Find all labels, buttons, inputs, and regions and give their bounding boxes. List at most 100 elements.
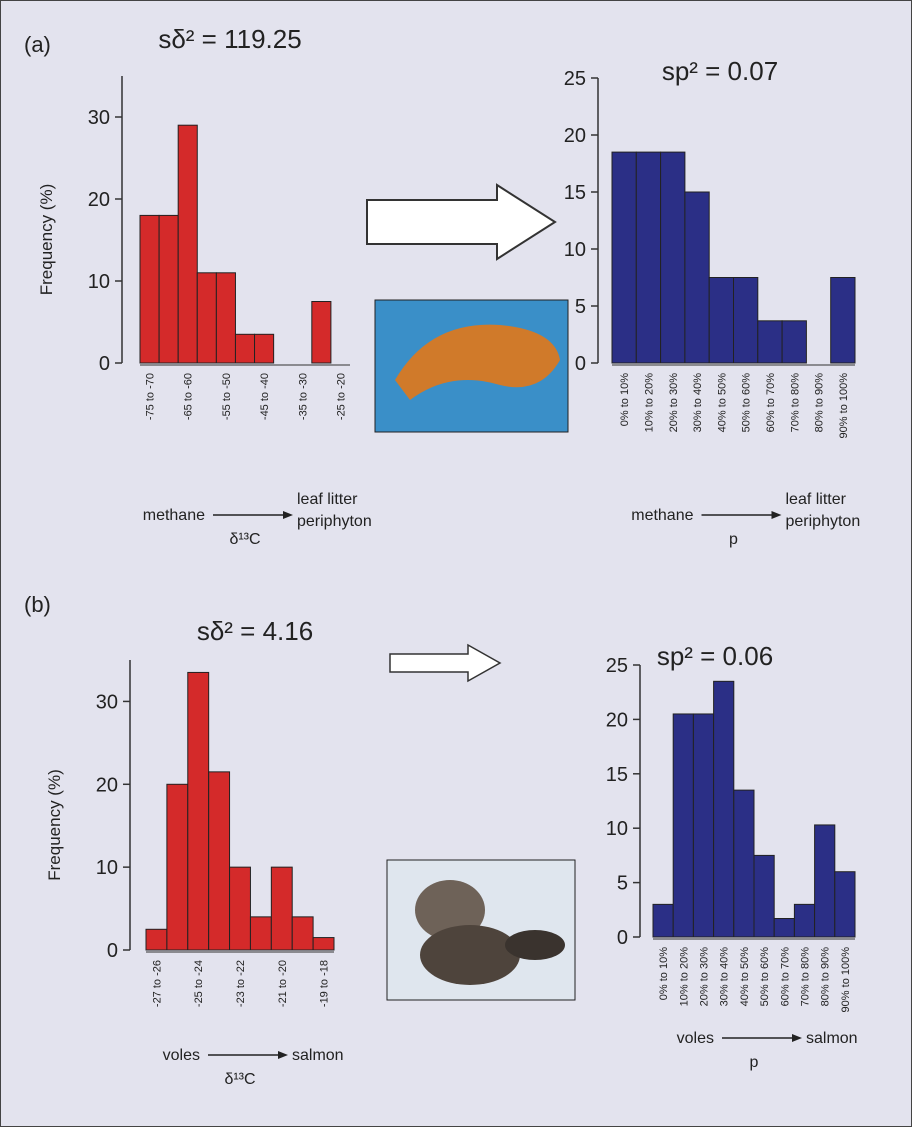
y-tick-label: 25 [606, 655, 628, 677]
x-tick-label: 30% to 40% [692, 373, 704, 433]
bar [234, 333, 256, 364]
chart-title: sp² = 0.07 [662, 56, 778, 86]
bar [684, 191, 710, 364]
x-tick-label: 10% to 20% [678, 947, 690, 1007]
chart-title: sδ² = 4.16 [197, 616, 313, 646]
y-tick-label: 15 [606, 764, 628, 786]
bar [834, 871, 856, 938]
y-tick-label: 10 [606, 818, 628, 840]
x-tick-label: -27 to -26 [151, 960, 163, 1007]
annotation-arrowhead [278, 1051, 288, 1059]
x-tick-label: -19 to -18 [319, 960, 331, 1007]
chart: sδ² = 119.25 Frequency (%) 0 10 20 30 -75 to -… [37, 24, 372, 548]
annotation-arrowhead [283, 511, 293, 519]
bar [177, 124, 198, 364]
annotation-from: voles [163, 1047, 200, 1064]
y-tick-label: 15 [564, 182, 586, 204]
annotation-arrowhead [771, 511, 782, 519]
x-tick-label: 10% to 20% [643, 373, 655, 433]
bar [145, 928, 168, 951]
y-tick-label: 0 [575, 353, 586, 375]
annotation-variable: p [750, 1054, 759, 1071]
y-tick-label: 25 [564, 68, 586, 90]
x-tick-label: 80% to 90% [820, 947, 832, 1007]
annotation-variable: p [729, 531, 738, 548]
arrow [389, 643, 502, 683]
bar [158, 214, 179, 364]
bar [187, 671, 210, 951]
y-tick-label: 30 [88, 107, 110, 129]
bar [773, 918, 795, 938]
bar [635, 151, 662, 364]
y-tick-label: 20 [96, 774, 118, 796]
x-tick-label: -45 to -40 [259, 373, 271, 420]
bar [793, 903, 816, 938]
y-tick-label: 20 [606, 709, 628, 731]
bar [291, 916, 314, 951]
x-tick-label: 60% to 70% [779, 947, 791, 1007]
bar [733, 277, 759, 364]
y-tick-label: 10 [96, 857, 118, 879]
annotation-from: methane [631, 507, 693, 524]
chart-title: sp² = 0.06 [657, 641, 773, 671]
x-tick-label: 80% to 90% [814, 373, 826, 433]
x-tick-label: -65 to -60 [183, 373, 195, 420]
bar [753, 854, 775, 938]
bar [254, 333, 275, 364]
x-tick-label: 50% to 60% [759, 947, 771, 1007]
photo-marten [386, 859, 576, 1001]
x-tick-label: 70% to 80% [800, 947, 812, 1007]
annotation-variable: δ¹³C [229, 531, 260, 548]
annotation-to: leaf litter [297, 491, 358, 508]
bar [708, 277, 735, 364]
y-tick-label: 0 [107, 940, 118, 962]
x-tick-label: 40% to 50% [716, 373, 728, 433]
arrow [366, 183, 557, 261]
y-tick-label: 0 [99, 353, 110, 375]
y-tick-label: 20 [564, 125, 586, 147]
x-tick-label: -35 to -30 [297, 373, 309, 420]
annotation-to: salmon [806, 1030, 858, 1047]
x-tick-label: -23 to -22 [235, 960, 247, 1007]
x-tick-label: -55 to -50 [221, 373, 233, 420]
bar [196, 272, 217, 364]
x-tick-label: 70% to 80% [789, 373, 801, 433]
annotation-to: periphyton [786, 513, 861, 530]
bar [215, 272, 236, 364]
x-tick-label: -25 to -20 [335, 373, 347, 420]
bar [733, 789, 755, 938]
bar [311, 301, 332, 364]
annotation-variable: δ¹³C [224, 1071, 255, 1088]
chart: sp² = 0.07 0 5 10 15 20 25 0% to 10% 10% to 20% 2… [564, 56, 860, 548]
x-tick-label: -21 to -20 [277, 960, 289, 1007]
bar [270, 866, 293, 951]
bar [652, 903, 674, 938]
x-tick-label: 60% to 70% [765, 373, 777, 433]
y-tick-label: 0 [617, 927, 628, 949]
bar [312, 937, 335, 951]
y-tick-label: 20 [88, 189, 110, 211]
x-tick-label: 0% to 10% [658, 947, 670, 1000]
annotation-from: voles [677, 1030, 714, 1047]
bar [830, 277, 856, 364]
bar [611, 151, 637, 364]
annotation-arrowhead [792, 1034, 802, 1042]
bar [713, 680, 735, 938]
x-tick-label: -75 to -70 [145, 373, 157, 420]
y-tick-label: 5 [617, 873, 628, 895]
bar [672, 713, 694, 938]
panel-label: (b) [24, 592, 51, 617]
bar [166, 783, 189, 951]
bar [692, 713, 715, 938]
annotation-to: salmon [292, 1047, 344, 1064]
annotation-to: leaf litter [786, 491, 847, 508]
y-axis-label: Frequency (%) [45, 769, 64, 880]
photo-amphipod [374, 299, 569, 433]
x-tick-label: 90% to 100% [840, 947, 852, 1013]
bar [139, 214, 160, 364]
y-tick-label: 5 [575, 296, 586, 318]
x-tick-label: -25 to -24 [193, 960, 205, 1007]
bar [781, 320, 807, 364]
y-tick-label: 30 [96, 691, 118, 713]
